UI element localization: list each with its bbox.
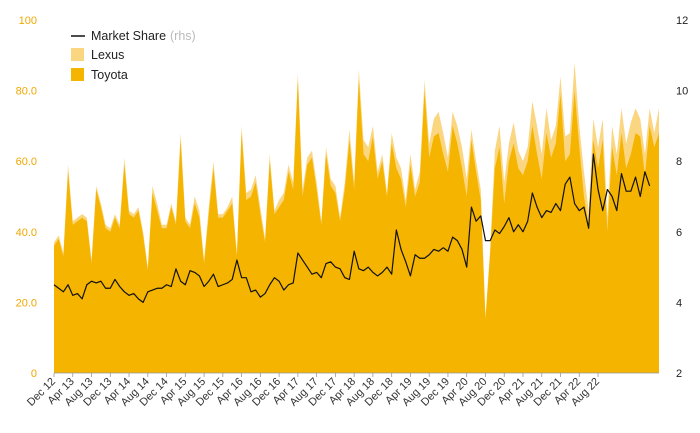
y-right-tick-label: 4 [676, 297, 682, 309]
y-right-tick-label: 12 [676, 15, 688, 27]
y-right-tick-label: 2 [676, 368, 682, 380]
y-left-tick-label: 0 [31, 368, 37, 380]
legend-toyota-swatch [71, 68, 84, 81]
legend-lexus-swatch [71, 48, 84, 61]
legend-market-share-axis-note: (rhs) [170, 29, 196, 43]
y-left-tick-label: 20.0 [16, 297, 37, 309]
legend: Market Share (rhs) Lexus Toyota [71, 29, 196, 82]
legend-lexus-label: Lexus [91, 48, 124, 62]
y-left-tick-label: 80.0 [16, 86, 37, 98]
y-right-tick-label: 8 [676, 156, 682, 168]
y-right-tick-label: 6 [676, 227, 682, 239]
y-right-tick-label: 10 [676, 86, 688, 98]
legend-toyota-label: Toyota [91, 68, 128, 82]
y-left-tick-label: 100 [19, 15, 37, 27]
toyota-area [54, 80, 659, 373]
legend-market-share-label: Market Share [91, 29, 166, 43]
market-share-line [53, 153, 651, 303]
y-left-tick-label: 60.0 [16, 156, 37, 168]
y-left-tick-label: 40.0 [16, 227, 37, 239]
plot-area [53, 62, 659, 374]
